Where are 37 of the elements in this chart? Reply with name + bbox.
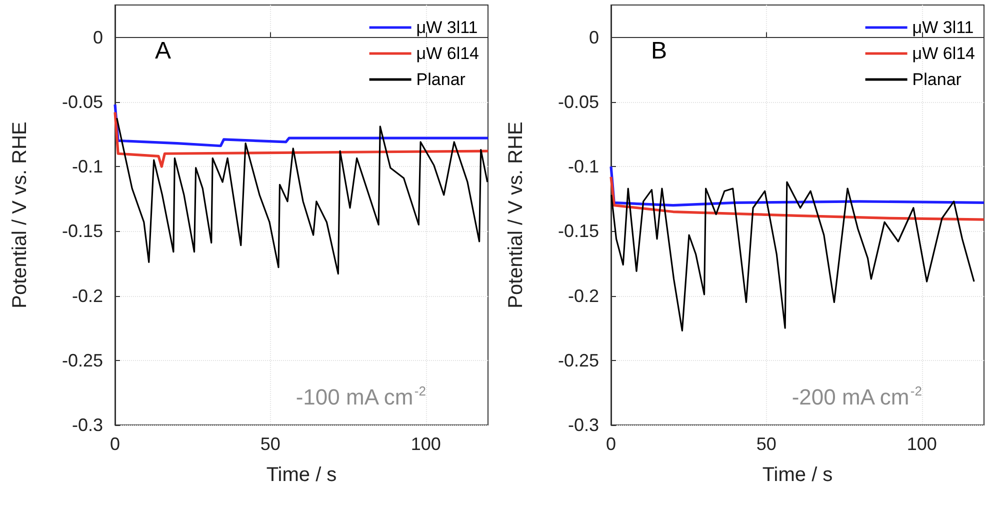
y-axis-title: Potential / V vs. RHE [9,122,31,308]
legend-label: μW 3l11 [416,18,478,37]
y-tick-label: -0.25 [62,350,103,370]
x-tick-label: 0 [606,434,616,454]
x-tick-label: 0 [110,434,120,454]
y-tick-label: -0.05 [62,92,103,112]
x-axis-title: Time / s [762,464,833,486]
y-tick-label: -0.05 [558,92,599,112]
legend-label: μW 6l14 [912,44,976,63]
line-series [114,110,490,168]
text: A [155,38,172,64]
legend-label: Planar [912,70,962,89]
y-tick-label: -0.15 [558,221,599,242]
y-tick-label: -0.25 [558,350,599,370]
y-tick-label: 0 [588,27,599,48]
legend-label: μW 3l11 [912,18,974,37]
y-tick-label: -0.1 [568,156,599,177]
legend-label: Planar [416,70,466,89]
y-tick-label: -0.2 [568,286,599,306]
line-series [114,103,490,148]
x-axis-title: Time / s [266,464,337,486]
y-tick-label: -0.3 [72,415,103,435]
line-series [116,117,488,275]
x-tick-label: 100 [906,434,937,454]
x-tick-label: 50 [756,434,776,454]
y-tick-label: -0.1 [72,156,103,177]
legend-label: μW 6l14 [416,44,480,63]
y-tick-label: -0.15 [62,221,103,242]
y-tick-label: -0.3 [568,415,599,435]
x-tick-label: 100 [410,434,441,454]
line-series [610,181,975,332]
text: B [651,38,668,64]
y-tick-label: -0.2 [72,286,103,306]
y-axis-title: Potential / V vs. RHE [505,122,527,308]
x-tick-label: 50 [260,434,280,454]
line-series [610,176,986,221]
y-tick-label: 0 [92,27,103,48]
